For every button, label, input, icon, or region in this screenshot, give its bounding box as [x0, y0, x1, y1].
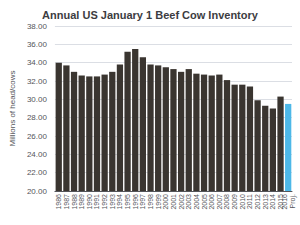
svg-text:2010: 2010	[239, 194, 246, 210]
svg-text:34.00: 34.00	[27, 58, 48, 67]
svg-text:1994: 1994	[116, 194, 123, 210]
svg-text:2009: 2009	[231, 194, 238, 210]
svg-text:2001: 2001	[170, 194, 177, 210]
svg-text:2011: 2011	[246, 194, 253, 209]
svg-text:30.00: 30.00	[27, 95, 48, 104]
svg-text:1987: 1987	[63, 194, 70, 210]
svg-text:1990: 1990	[86, 194, 93, 210]
svg-text:2006: 2006	[208, 194, 215, 210]
svg-text:2012: 2012	[254, 194, 261, 210]
svg-text:26.00: 26.00	[27, 132, 48, 141]
svg-text:28.00: 28.00	[27, 113, 48, 122]
svg-text:Annual US January 1 Beef Cow I: Annual US January 1 Beef Cow Inventory	[42, 9, 259, 21]
svg-text:1991: 1991	[93, 194, 100, 210]
svg-text:1998: 1998	[147, 194, 154, 210]
svg-text:2008: 2008	[223, 194, 230, 210]
svg-text:1996: 1996	[132, 194, 139, 210]
svg-text:2013: 2013	[262, 194, 269, 210]
svg-text:2000: 2000	[162, 194, 169, 210]
svg-text:24.00: 24.00	[27, 150, 48, 159]
svg-text:38.00: 38.00	[27, 22, 48, 31]
svg-text:2007: 2007	[216, 194, 223, 210]
svg-text:2003: 2003	[185, 194, 192, 210]
svg-text:Millions of head/cows: Millions of head/cows	[8, 70, 17, 146]
svg-text:2016: 2016	[281, 194, 288, 210]
svg-text:1993: 1993	[109, 194, 116, 210]
svg-text:22.00: 22.00	[27, 168, 48, 177]
svg-text:1995: 1995	[124, 194, 131, 210]
svg-text:20.00: 20.00	[27, 187, 48, 196]
svg-text:1989: 1989	[78, 194, 85, 210]
svg-text:1986: 1986	[55, 194, 62, 210]
svg-text:1992: 1992	[101, 194, 108, 210]
svg-text:1988: 1988	[71, 194, 78, 210]
svg-text:2002: 2002	[178, 194, 185, 210]
svg-text:Proj.: Proj.	[289, 194, 297, 208]
svg-text:1997: 1997	[139, 194, 146, 210]
svg-text:2014: 2014	[269, 194, 276, 210]
svg-text:2004: 2004	[193, 194, 200, 210]
svg-text:36.00: 36.00	[27, 40, 48, 49]
svg-text:2005: 2005	[201, 194, 208, 210]
svg-text:1999: 1999	[155, 194, 162, 210]
svg-text:32.00: 32.00	[27, 77, 48, 86]
